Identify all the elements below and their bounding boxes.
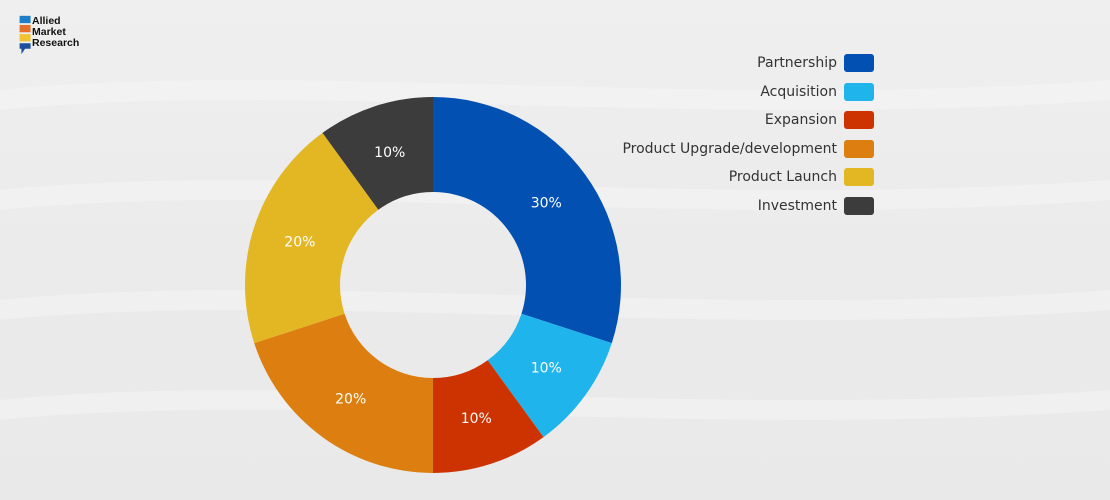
- brand-logo: Allied Market Research: [18, 14, 113, 60]
- legend-item: Investment: [622, 192, 874, 221]
- brand-name: Allied Market Research: [32, 16, 79, 49]
- legend-swatch: [844, 168, 874, 187]
- slice-label: 10%: [374, 145, 405, 161]
- legend-swatch: [844, 196, 874, 215]
- legend-label: Expansion: [764, 112, 837, 129]
- slice-investment: [322, 97, 433, 210]
- legend-swatch: [844, 139, 874, 158]
- legend-item: Partnership: [622, 49, 874, 78]
- legend-swatch: [844, 111, 874, 130]
- chart-legend: Partnership Acquisition Expansion Product U…: [622, 49, 874, 220]
- brand-line-1: Allied: [32, 15, 61, 27]
- legend-item: Product Launch: [622, 163, 874, 192]
- legend-item: Product Upgrade/development: [622, 135, 874, 164]
- legend-swatch: [844, 82, 874, 101]
- slice-label: 10%: [461, 411, 492, 427]
- legend-label: Product Upgrade/development: [622, 140, 837, 157]
- legend-label: Partnership: [757, 55, 837, 72]
- slice-acquisition: [487, 313, 612, 438]
- legend-item: Expansion: [622, 106, 874, 135]
- legend-item: Acquisition: [622, 78, 874, 107]
- slice-label: 10%: [531, 360, 562, 376]
- slice-label: 20%: [335, 391, 366, 407]
- legend-swatch: [844, 54, 874, 73]
- slice-partnership: [433, 97, 621, 344]
- slice-label: 20%: [284, 235, 315, 251]
- slice-product-upgrade-development: [254, 313, 433, 473]
- brand-line-2: Market: [32, 26, 66, 38]
- slice-expansion: [433, 360, 544, 473]
- legend-label: Product Launch: [728, 169, 837, 186]
- brand-line-3: Research: [32, 37, 80, 49]
- slice-product-launch: [244, 132, 379, 344]
- legend-label: Investment: [757, 197, 837, 214]
- legend-label: Acquisition: [760, 83, 837, 100]
- logo-mark-icon: [19, 15, 31, 55]
- slice-label: 30%: [531, 196, 562, 212]
